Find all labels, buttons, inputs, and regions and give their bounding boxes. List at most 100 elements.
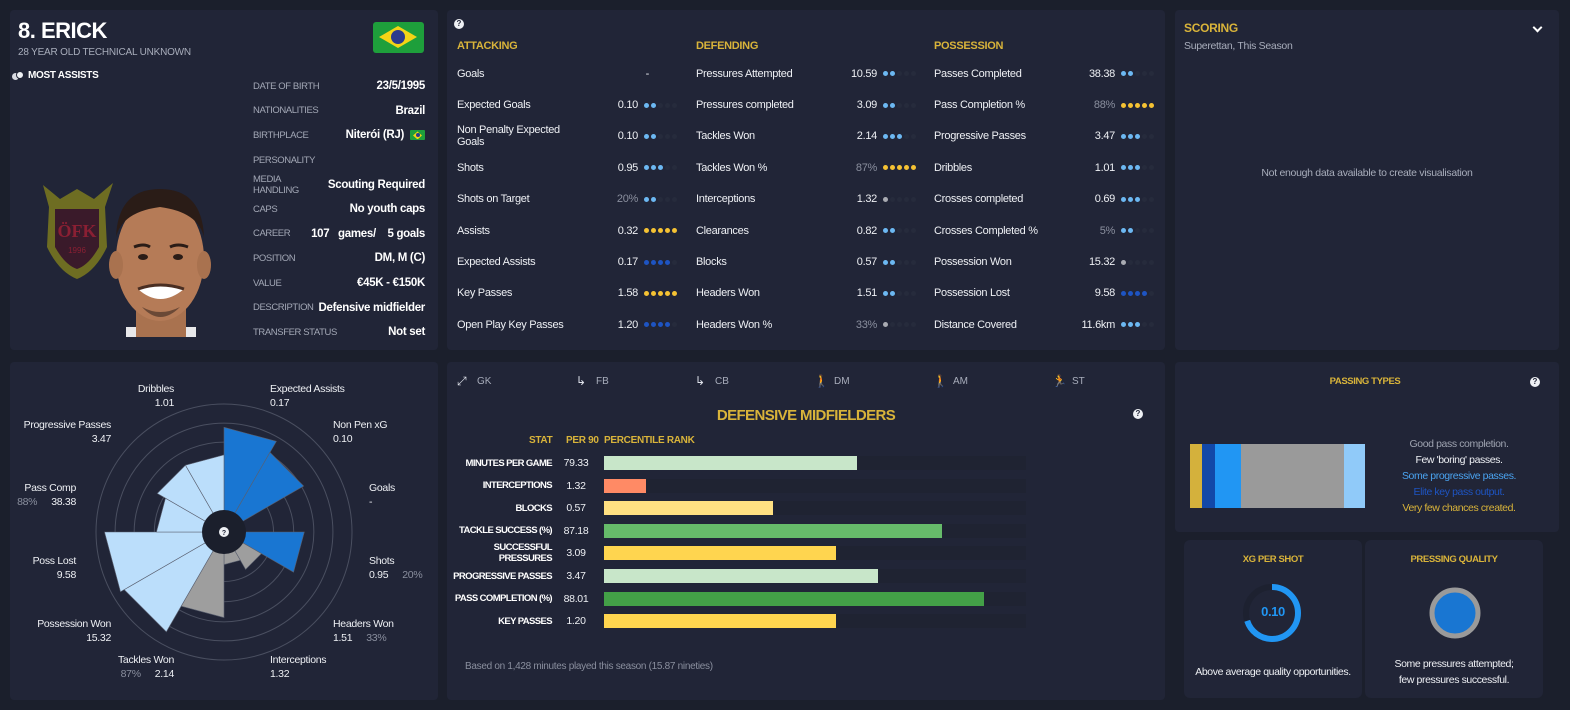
percentile-track	[604, 478, 1026, 493]
stat-value: 9.58	[1094, 287, 1116, 300]
info-row: POSITION DM, M (C)	[253, 246, 425, 271]
striker-icon: 🏃	[1052, 374, 1067, 388]
stat-row[interactable]: Dribbles 1.01	[934, 152, 1154, 183]
rating-dot	[897, 259, 902, 265]
tab-dm[interactable]: 🚶 DM	[814, 374, 933, 388]
percentile-stat-label: INTERCEPTIONS	[482, 480, 553, 492]
stat-row[interactable]: Possession Lost 9.58	[934, 278, 1154, 309]
stat-row[interactable]: Passes Completed 38.38	[934, 58, 1154, 89]
radar-label-name: Non Pen xG	[333, 419, 388, 431]
pressing-quality-title: PRESSING QUALITY	[1410, 554, 1498, 565]
rating-dot	[1142, 71, 1147, 77]
rating-dot	[897, 102, 902, 108]
stat-row[interactable]: Possession Won 15.32	[934, 246, 1154, 277]
stat-row[interactable]: Non Penalty Expected Goals 0.10	[457, 121, 677, 152]
stat-row[interactable]: Tackles Won 2.14	[696, 121, 916, 152]
rating-dot	[1135, 71, 1140, 77]
stat-row[interactable]: Shots 0.95	[457, 152, 677, 183]
rating-dots	[883, 102, 916, 108]
rating-dot	[651, 196, 656, 202]
scoring-title: SCORING	[1184, 21, 1238, 35]
stat-value: 0.32	[617, 224, 639, 237]
stat-row[interactable]: Pressures completed 3.09	[696, 89, 916, 120]
stat-row[interactable]: Pass Completion % 88%	[934, 89, 1154, 120]
stat-row[interactable]: Headers Won % 33%	[696, 309, 916, 340]
stat-value: 1.58	[617, 287, 639, 300]
stat-row[interactable]: Progressive Passes 3.47	[934, 121, 1154, 152]
tab-st[interactable]: 🏃 ST	[1052, 374, 1171, 388]
info-label: CAPS	[253, 203, 278, 215]
rating-dot	[658, 290, 663, 296]
stat-row[interactable]: Blocks 0.57	[696, 246, 916, 277]
chevron-down-icon[interactable]	[1532, 22, 1543, 33]
rating-dot	[658, 133, 663, 139]
stat-row[interactable]: Crosses completed 0.69	[934, 184, 1154, 215]
rating-dot	[890, 259, 895, 265]
radar-label-values: 9.58	[33, 568, 77, 582]
stat-row[interactable]: Shots on Target 20%	[457, 184, 677, 215]
percentile-stat-value: 1.32	[566, 479, 586, 492]
percentile-title: DEFENSIVE MIDFIELDERS	[716, 407, 896, 424]
passing-summary-line: Few 'boring' passes.	[1415, 454, 1503, 466]
radar-label-pct: 87%	[120, 668, 141, 680]
assist-award-icon	[12, 70, 24, 81]
info-label: POSITION	[253, 252, 296, 264]
stat-value: 10.59	[850, 67, 877, 80]
rating-dots	[644, 290, 677, 296]
help-icon[interactable]: ?	[1133, 409, 1143, 419]
stat-value: 1.32	[856, 193, 878, 206]
help-icon[interactable]: ?	[1530, 377, 1540, 387]
stat-row[interactable]: Tackles Won % 87%	[696, 152, 916, 183]
possession-column: POSSESSION Passes Completed 38.38 Pass Comp…	[934, 40, 1154, 341]
percentile-stat-label: SUCCESSFUL PRESSURES	[493, 542, 553, 565]
stat-row[interactable]: Headers Won 1.51	[696, 278, 916, 309]
stat-label: Passes Completed	[934, 67, 1022, 80]
stat-row[interactable]: Key Passes 1.58	[457, 278, 677, 309]
radar-segment[interactable]	[223, 451, 305, 533]
help-icon[interactable]	[219, 527, 229, 537]
rating-dot	[651, 259, 656, 265]
rating-dots	[644, 196, 677, 202]
rating-dot	[883, 259, 888, 265]
info-label: BIRTHPLACE	[253, 129, 309, 141]
stat-label: Expected Goals	[457, 99, 531, 112]
stat-row[interactable]: Distance Covered 11.6km	[934, 309, 1154, 340]
percentile-bar	[604, 546, 837, 561]
radar-label-value: 1.32	[270, 668, 290, 680]
rating-dot	[883, 290, 888, 296]
rating-dot	[665, 165, 670, 171]
stat-row[interactable]: Assists 0.32	[457, 215, 677, 246]
radar-label-pct: 33%	[366, 632, 387, 644]
stat-row[interactable]: Interceptions 1.32	[696, 184, 916, 215]
rating-dots	[1121, 133, 1154, 139]
radar-label: Interceptions 1.32	[270, 653, 327, 681]
tab-cb[interactable]: ↳ CB	[695, 374, 814, 388]
stat-value: -	[645, 67, 650, 80]
help-icon[interactable]: ?	[454, 19, 464, 29]
rating-dot	[1142, 228, 1147, 234]
tab-am[interactable]: 🚶 AM	[933, 374, 1052, 388]
info-label: VALUE	[253, 277, 282, 289]
award-badge[interactable]: MOST ASSISTS	[12, 70, 99, 81]
info-value-text: 23/5/1995	[376, 80, 426, 93]
rating-dots	[883, 322, 916, 328]
stat-row[interactable]: Goals -	[457, 58, 677, 89]
radar-label-values: -	[369, 495, 395, 509]
info-value: DM, M (C)	[375, 252, 426, 264]
passing-summary-line: Some progressive passes.	[1401, 470, 1517, 482]
rating-dot	[883, 133, 888, 139]
percentile-stat-value: 0.57	[566, 502, 586, 515]
stat-value: 20%	[616, 193, 638, 206]
rating-dot	[883, 102, 888, 108]
stat-row[interactable]: Expected Goals 0.10	[457, 89, 677, 120]
stat-row[interactable]: Open Play Key Passes 1.20	[457, 309, 677, 340]
stat-row[interactable]: Pressures Attempted 10.59	[696, 58, 916, 89]
tab-label: GK	[477, 375, 492, 387]
stat-row[interactable]: Crosses Completed % 5%	[934, 215, 1154, 246]
tab-gk[interactable]: ⤢ GK	[457, 374, 576, 388]
tab-fb[interactable]: ↳ FB	[576, 374, 695, 388]
rating-dot	[1128, 259, 1133, 265]
stat-label: Dribbles	[934, 161, 972, 174]
stat-row[interactable]: Expected Assists 0.17	[457, 246, 677, 277]
stat-row[interactable]: Clearances 0.82	[696, 215, 916, 246]
